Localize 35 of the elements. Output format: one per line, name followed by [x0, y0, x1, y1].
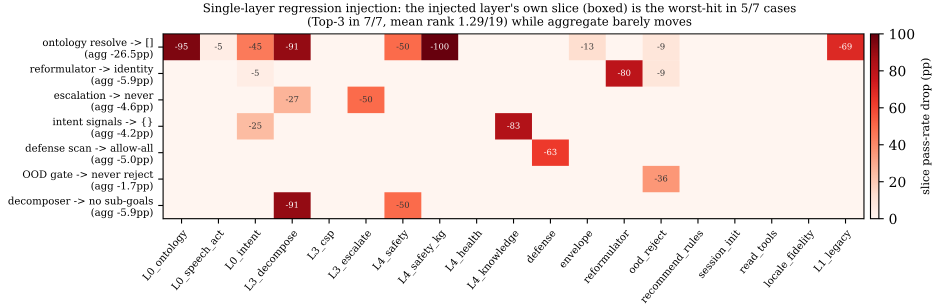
- data-label: -9: [657, 70, 665, 76]
- color-bar-label: 60: [890, 102, 906, 114]
- data-label: -95: [175, 43, 188, 50]
- chart-title: Single-layer regression injection: the injected layer's own slice (boxed) is the worst-hit in 5/7 cases (Top-3 in 7/7, mean rank 1.29/19) while aggregate barely moves: [204, 3, 796, 28]
- color-bar-label: 40: [889, 140, 906, 150]
- data-label: -13: [580, 43, 594, 50]
- data-label: -50: [396, 202, 410, 208]
- color-bar-label: 80: [890, 66, 906, 76]
- data-label: -27: [286, 96, 298, 102]
- data-label: -50: [360, 96, 372, 102]
- y-tick-label: reformulator -> identity (agg -5.9pp): [30, 64, 154, 86]
- data-label: -83: [507, 122, 520, 129]
- y-tick-label: ontology resolve -> [] (agg -26.5pp): [42, 38, 153, 60]
- color-bar-label: 0: [890, 214, 897, 224]
- data-label: -50: [396, 43, 410, 50]
- data-label: -5: [214, 43, 222, 50]
- data-label: -91: [286, 202, 298, 208]
- color-bar-label: 100: [890, 28, 914, 40]
- data-label: -100: [430, 43, 449, 50]
- data-label: -36: [654, 175, 668, 182]
- data-label: -45: [248, 43, 262, 50]
- data-label: -91: [286, 43, 298, 50]
- y-tick-label: escalation -> never (agg -4.6pp): [54, 91, 154, 112]
- data-label: -63: [544, 148, 557, 156]
- y-tick-label: OOD gate -> never reject (agg -1.7pp): [22, 170, 154, 192]
- data-label: -25: [248, 122, 262, 129]
- color-bar-label: 20: [890, 176, 906, 188]
- y-tick-label: decomposer -> no sub-goals (agg -5.9pp): [8, 196, 153, 218]
- data-label: -80: [618, 70, 630, 76]
- y-tick-label: defense scan -> allow-all (agg -5.0pp): [26, 144, 154, 166]
- data-label: -9: [657, 43, 665, 50]
- y-tick-label: intent signals -> {} (agg -4.2pp): [52, 117, 153, 139]
- data-label: -5: [252, 70, 259, 76]
- data-label: -69: [839, 43, 852, 50]
- color-bar-title: slice pass-rate drop (pp): [920, 58, 932, 194]
